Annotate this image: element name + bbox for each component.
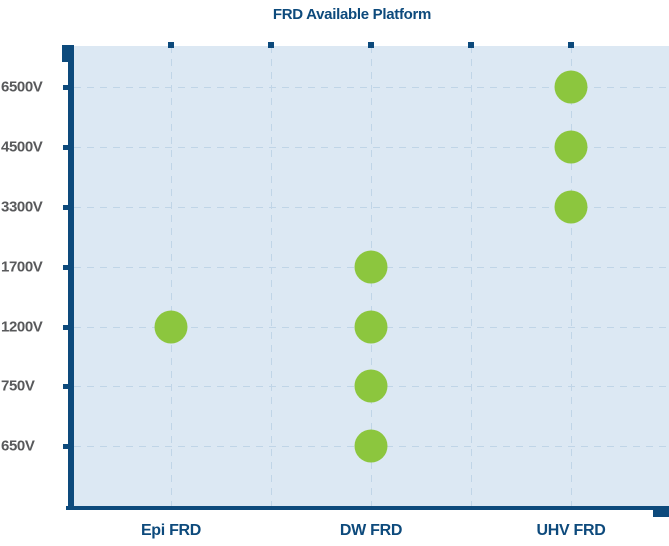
x-axis-tick: [368, 42, 374, 48]
data-point-dot: [354, 250, 388, 284]
vertical-gridline: [271, 46, 272, 506]
data-point-dot: [354, 369, 388, 403]
data-point-dot: [354, 429, 388, 463]
data-point-dot: [154, 310, 188, 344]
y-axis-tick: [63, 325, 69, 330]
y-axis-tick: [63, 145, 69, 150]
y-axis-tick: [63, 265, 69, 270]
horizontal-gridline: [74, 147, 669, 148]
data-point-dot: [554, 130, 588, 164]
x-axis-tick: [568, 42, 574, 48]
y-axis-tick: [63, 85, 69, 90]
y-axis-label: 3300V: [1, 198, 43, 216]
data-point-dot: [554, 70, 588, 104]
vertical-gridline: [471, 46, 472, 506]
horizontal-gridline: [74, 207, 669, 208]
x-axis-end-cap: [653, 506, 669, 517]
y-axis-label: 4500V: [1, 138, 43, 156]
x-axis-label: DW FRD: [339, 522, 403, 539]
y-axis-tick: [63, 444, 69, 449]
y-axis-line: [68, 45, 74, 509]
x-axis-label: Epi FRD: [140, 522, 202, 539]
data-point-dot: [554, 190, 588, 224]
y-axis-end-cap: [62, 45, 74, 62]
data-point-dot: [354, 310, 388, 344]
horizontal-gridline: [74, 87, 669, 88]
x-axis-label: UHV FRD: [536, 522, 606, 539]
y-axis-tick: [63, 384, 69, 389]
x-axis-line: [66, 506, 669, 510]
y-axis-label: 750V: [1, 377, 35, 395]
x-axis-tick: [268, 42, 274, 48]
y-axis-label: 1700V: [1, 258, 43, 276]
y-axis-label: 1200V: [1, 318, 43, 336]
vertical-gridline: [171, 46, 172, 506]
x-axis-tick: [468, 42, 474, 48]
chart-title: FRD Available Platform: [272, 6, 432, 23]
vertical-gridline: [571, 46, 572, 506]
y-axis-tick: [63, 205, 69, 210]
x-axis-tick: [168, 42, 174, 48]
y-axis-label: 650V: [1, 437, 35, 455]
y-axis-label: 6500V: [1, 78, 43, 96]
